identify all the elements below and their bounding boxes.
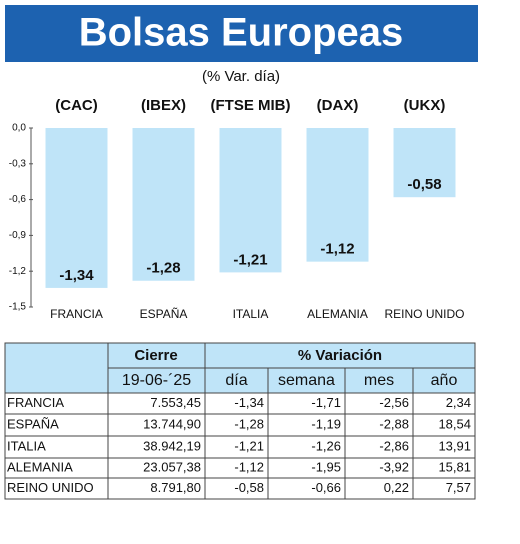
title-banner xyxy=(5,5,478,62)
table-cell: 2,34 xyxy=(446,395,471,410)
y-tick-label: -0,9 xyxy=(9,230,27,241)
table-cell: 23.057,38 xyxy=(143,459,201,474)
table-cell: -2,86 xyxy=(379,438,409,453)
table-subheader: día xyxy=(225,372,247,389)
table-border xyxy=(4,342,476,500)
table-cell: 13.744,90 xyxy=(143,416,201,431)
y-tick-label: -0,6 xyxy=(9,194,27,205)
table-cell: 8.791,80 xyxy=(150,480,201,495)
bar xyxy=(219,128,282,273)
index-code: (IBEX) xyxy=(141,97,186,114)
x-tick-label: REINO UNIDO xyxy=(384,307,464,321)
bar xyxy=(306,128,369,262)
table-cell: -1,26 xyxy=(311,438,341,453)
table-cell: 7,57 xyxy=(446,480,471,495)
row-name: REINO UNIDO xyxy=(7,480,94,495)
value-label: -0,58 xyxy=(407,176,441,193)
table-header: % Variación xyxy=(298,347,382,364)
table-cell: 7.553,45 xyxy=(150,395,201,410)
table-cell: -1,95 xyxy=(311,459,341,474)
table-header: Cierre xyxy=(134,347,177,364)
value-label: -1,28 xyxy=(146,260,180,277)
x-tick-label: ALEMANIA xyxy=(307,307,368,321)
table-cell: -1,28 xyxy=(234,416,264,431)
x-tick-label: FRANCIA xyxy=(50,307,103,321)
table-subheader: mes xyxy=(364,372,394,389)
table-cell: -1,71 xyxy=(311,395,341,410)
index-code: (UKX) xyxy=(404,97,446,114)
bar xyxy=(45,128,108,288)
row-name: ESPAÑA xyxy=(7,416,59,431)
table-cell: -3,92 xyxy=(379,459,409,474)
value-label: -1,12 xyxy=(320,241,354,258)
y-tick-label: 0,0 xyxy=(12,123,26,134)
row-name: ITALIA xyxy=(7,438,46,453)
table-cell: -1,19 xyxy=(311,416,341,431)
table-cell: 13,91 xyxy=(438,438,471,453)
index-code: (CAC) xyxy=(55,97,98,114)
index-code: (DAX) xyxy=(317,97,359,114)
table-subheader: semana xyxy=(278,372,335,389)
value-label: -1,34 xyxy=(59,267,94,284)
table-subheader: año xyxy=(431,372,458,389)
table-subheader: 19-06-´25 xyxy=(122,372,191,389)
row-name: ALEMANIA xyxy=(7,459,73,474)
chart-title: Bolsas Europeas xyxy=(79,11,404,55)
table-cell: -1,34 xyxy=(234,395,264,410)
x-tick-label: ESPAÑA xyxy=(140,307,188,321)
x-tick-label: ITALIA xyxy=(233,307,269,321)
table-cell: 18,54 xyxy=(438,416,471,431)
table-cell: 0,22 xyxy=(384,480,409,495)
table-cell: -0,66 xyxy=(311,480,341,495)
bar xyxy=(393,128,456,198)
table-cell: 15,81 xyxy=(438,459,471,474)
table-cell: -2,88 xyxy=(379,416,409,431)
y-tick-label: -1,2 xyxy=(9,266,27,277)
index-code: (FTSE MIB) xyxy=(211,97,291,114)
table-cell: -2,56 xyxy=(379,395,409,410)
y-tick-label: -1,5 xyxy=(9,302,27,313)
chart-subtitle: (% Var. día) xyxy=(202,68,280,85)
table-cell: 38.942,19 xyxy=(143,438,201,453)
row-name: FRANCIA xyxy=(7,395,64,410)
y-tick-label: -0,3 xyxy=(9,158,27,169)
table-cell: -0,58 xyxy=(234,480,264,495)
value-label: -1,21 xyxy=(233,251,267,268)
table-cell: -1,12 xyxy=(234,459,264,474)
bar xyxy=(132,128,195,281)
table-cell: -1,21 xyxy=(234,438,264,453)
